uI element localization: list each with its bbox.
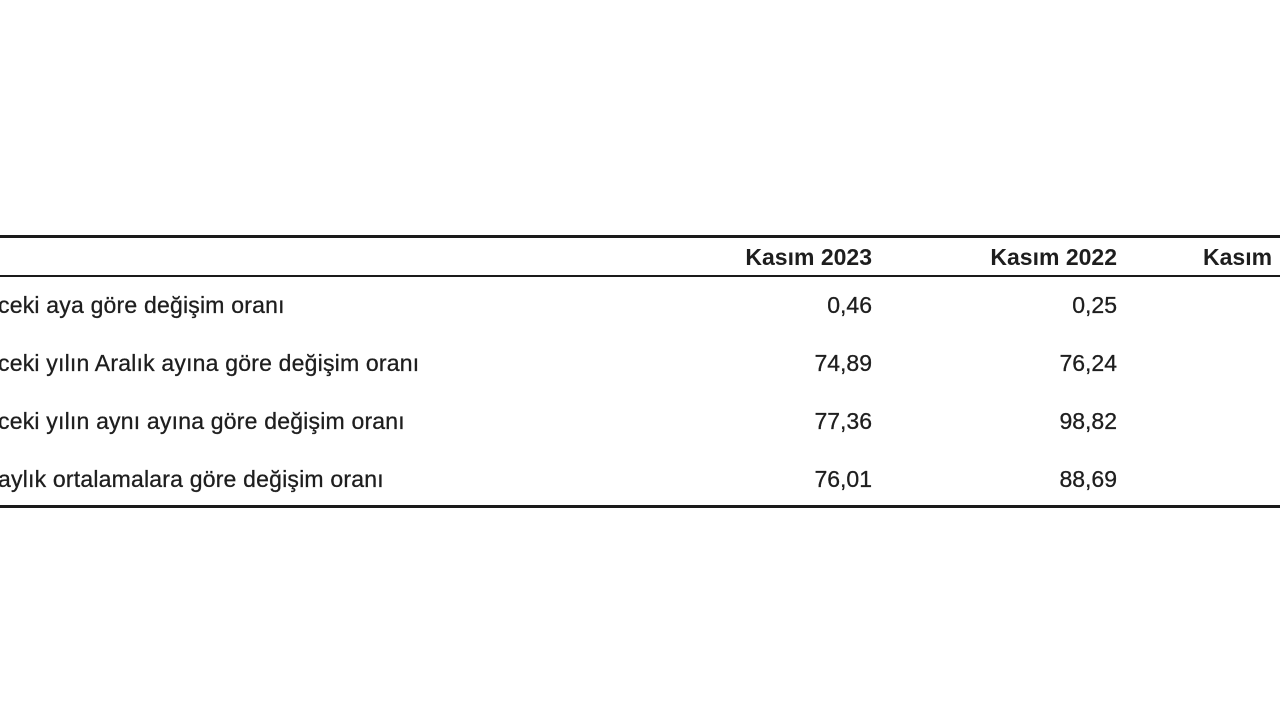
cell-value: 98,82 [1059,408,1117,434]
header-divider [0,275,1280,277]
table-top-border [0,235,1280,238]
row-label: ceki aya göre değişim oranı [0,292,285,318]
row-label: ceki yılın aynı ayına göre değişim oranı [0,408,405,434]
column-header-kasim-2023: Kasım 2023 [745,244,872,270]
row-label: aylık ortalamalara göre değişim oranı [0,466,384,492]
cell-value: 88,69 [1059,466,1117,492]
column-header-kasim-3: Kasım [1203,244,1273,270]
column-header-kasim-2022: Kasım 2022 [990,244,1117,270]
cell-value: 74,89 [814,350,872,376]
cell-value: 77,36 [814,408,872,434]
table-bottom-border [0,505,1280,508]
cell-value: 0,25 [1072,292,1117,318]
row-label: ceki yılın Aralık ayına göre değişim ora… [0,350,420,376]
cell-value: 76,01 [814,466,872,492]
cell-value: 76,24 [1059,350,1117,376]
cell-value: 0,46 [827,292,872,318]
